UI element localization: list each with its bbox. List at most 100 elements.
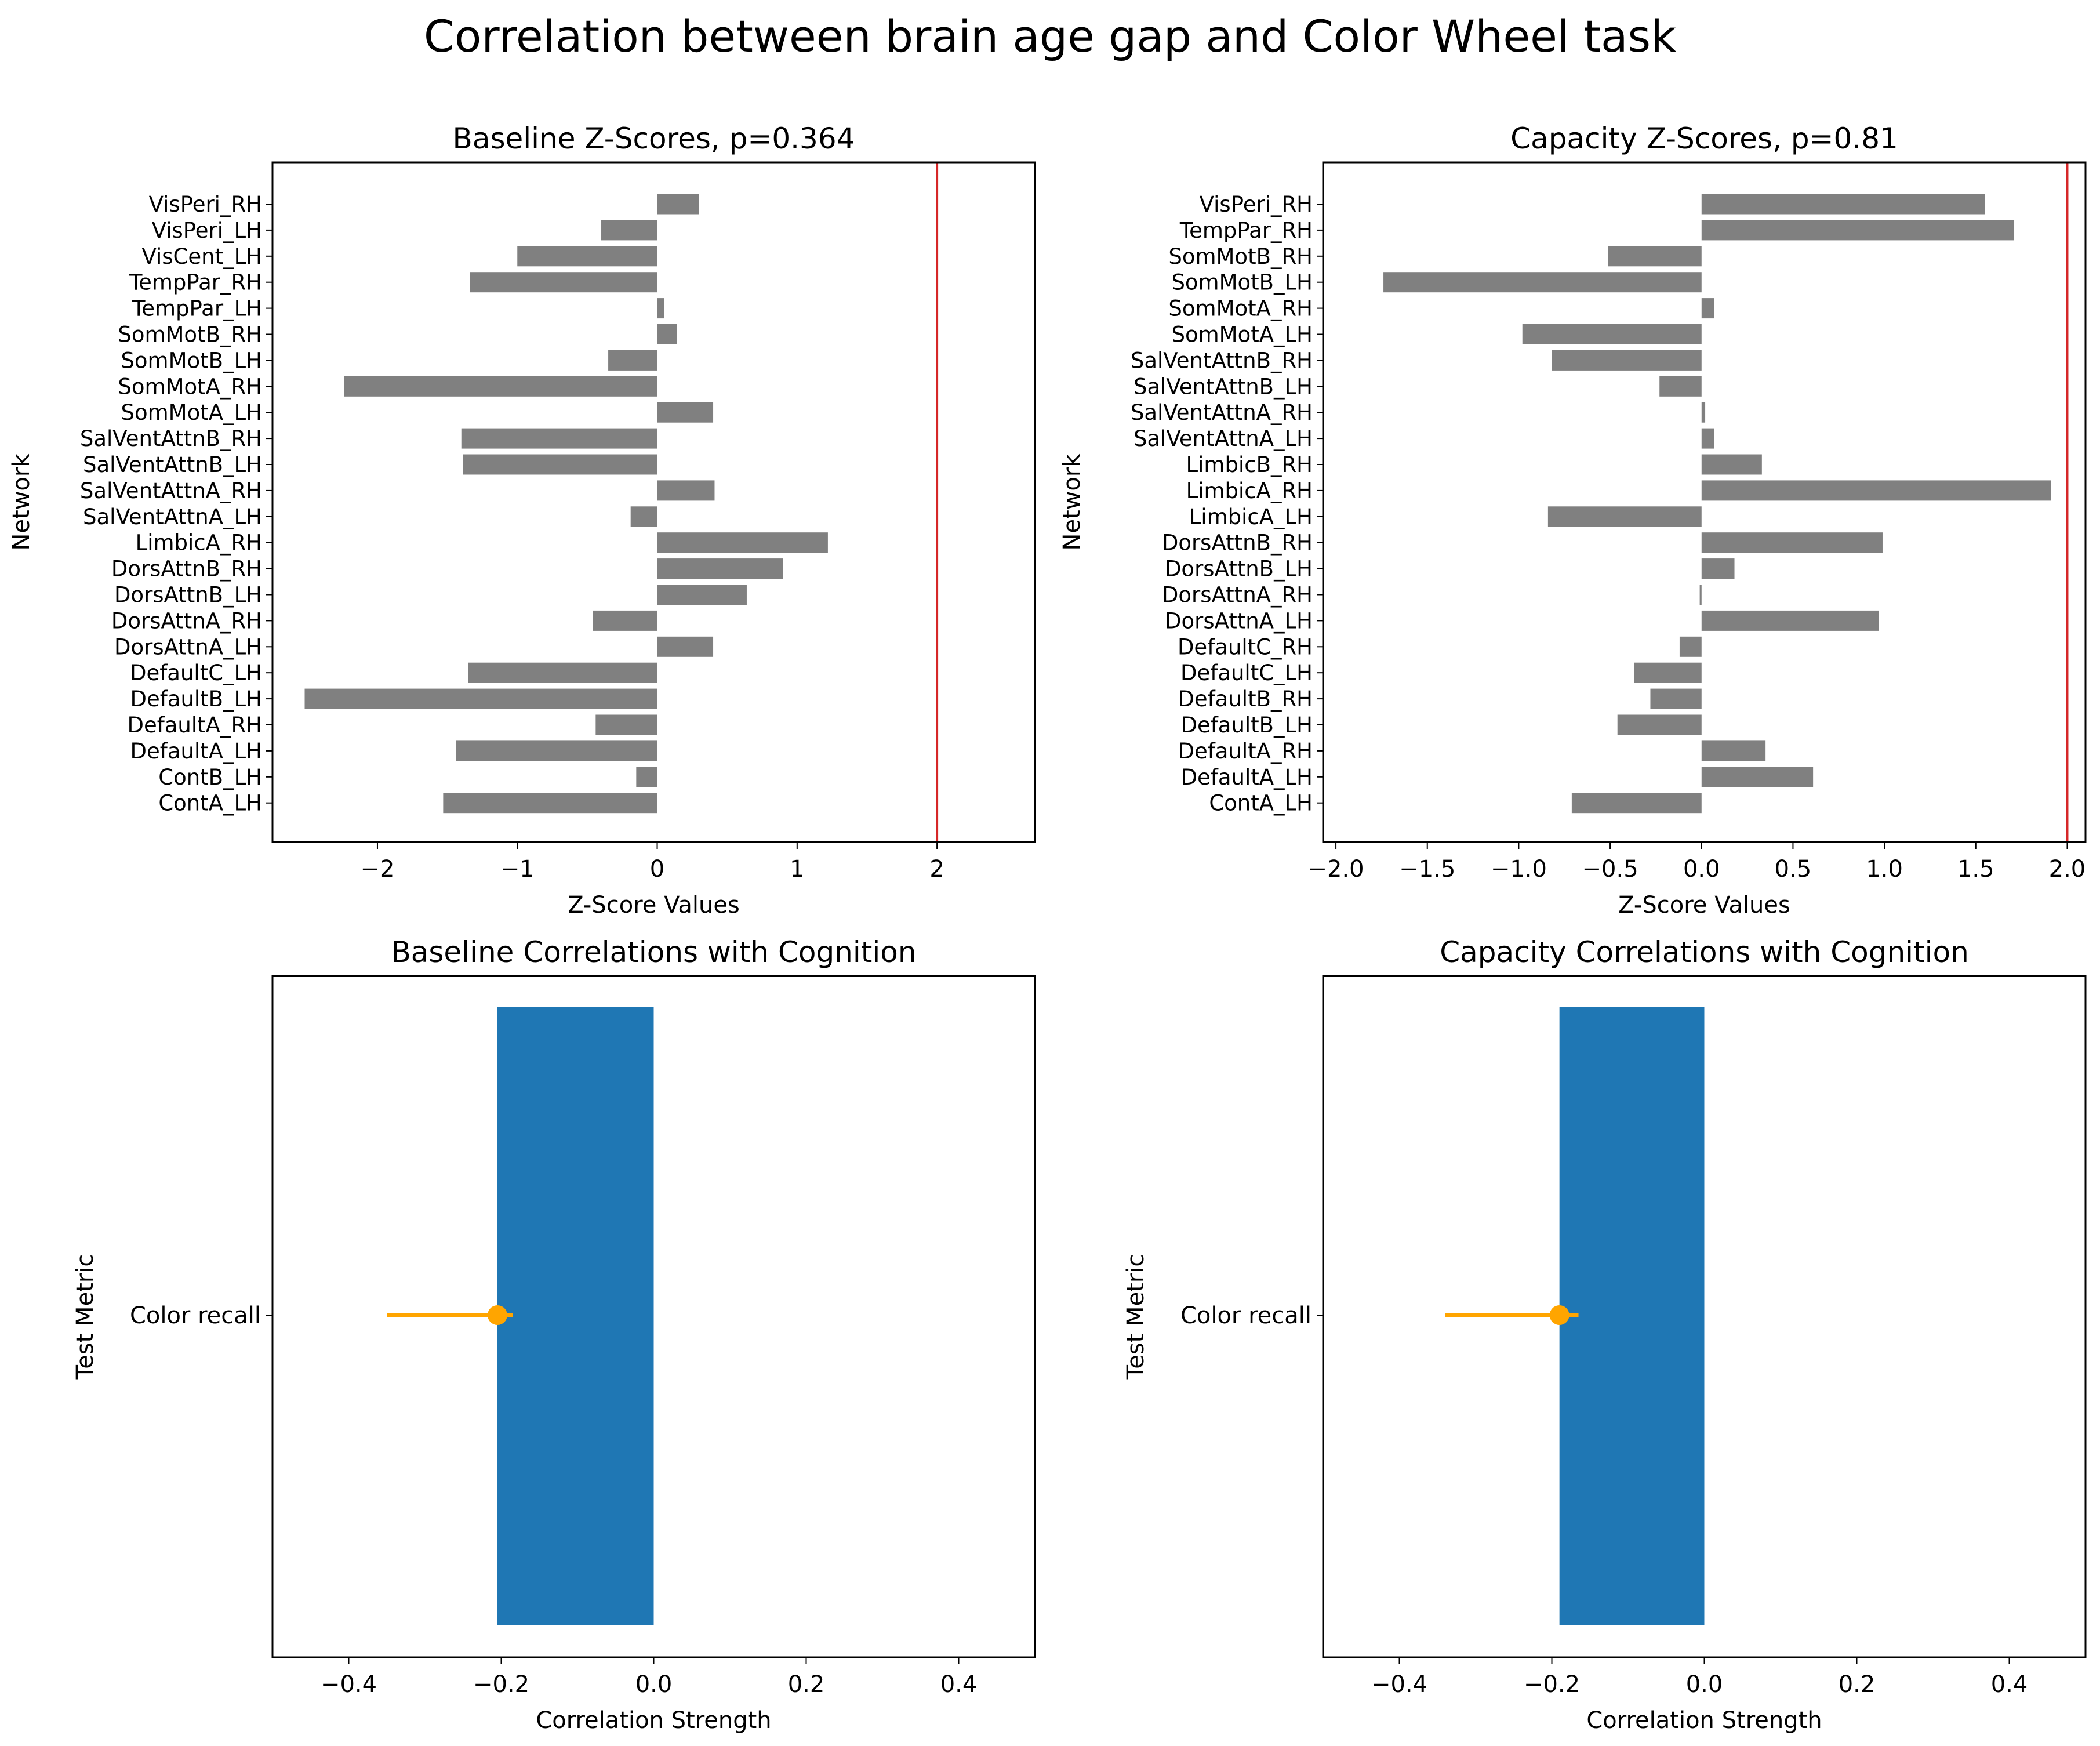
y-tick-label: SalVentAttnA_LH (83, 504, 262, 529)
bar (1617, 714, 1702, 735)
axes-frame (1322, 975, 2087, 1658)
y-axis-label: Test Metric (72, 1254, 99, 1380)
y-tick-label: VisPeri_LH (152, 218, 262, 243)
y-tick-label: LimbicB_RH (1186, 452, 1313, 477)
y-tick-label: DorsAttnA_LH (1165, 608, 1313, 633)
bar (657, 298, 664, 319)
bar (468, 662, 657, 683)
bar (1701, 194, 1985, 215)
y-tick-label: LimbicA_LH (1189, 504, 1313, 529)
y-tick-label: SalVentAttnA_LH (1133, 426, 1313, 451)
x-tick-label: 0.0 (1686, 1671, 1723, 1698)
x-tick-label: −2.0 (1308, 856, 1364, 883)
figure-title: Correlation between brain age gap and Co… (423, 10, 1677, 62)
bar (1608, 246, 1702, 267)
x-tick-label: −0.5 (1582, 856, 1638, 883)
error-point (1549, 1305, 1569, 1325)
y-tick-label: SalVentAttnA_RH (1131, 400, 1313, 425)
y-tick-label: DefaultC_RH (1178, 634, 1313, 659)
y-tick-label: DefaultB_LH (130, 687, 262, 712)
y-tick-label: SalVentAttnB_RH (80, 426, 262, 451)
bar (1650, 688, 1702, 709)
y-tick-label: SomMotB_RH (118, 322, 262, 347)
axes-frame (1322, 161, 2087, 843)
bar (1679, 636, 1702, 657)
bar (456, 740, 657, 761)
x-axis-label: Z-Score Values (568, 892, 740, 919)
x-tick-label: −0.2 (473, 1671, 529, 1698)
bar (657, 532, 828, 553)
y-tick-label: DorsAttnA_RH (1162, 583, 1313, 608)
bar (595, 714, 657, 735)
bar (657, 480, 715, 501)
bar (1701, 532, 1883, 553)
x-axis-label: Z-Score Values (1618, 892, 1790, 919)
y-tick-label: SomMotB_LH (121, 348, 262, 373)
bar (1522, 324, 1702, 344)
x-tick-label: 1.5 (1957, 856, 1994, 883)
y-tick-label: DefaultA_LH (1181, 765, 1313, 790)
x-tick-label: −0.2 (1524, 1671, 1580, 1698)
bar (1701, 558, 1735, 579)
bar (657, 585, 747, 605)
bar (1701, 428, 1714, 449)
bar (593, 610, 657, 631)
y-tick-label: ContB_LH (158, 765, 262, 790)
bar (1701, 767, 1814, 787)
x-tick-label: 0.2 (788, 1671, 825, 1698)
y-tick-label: SalVentAttnB_LH (83, 452, 262, 477)
bar (1571, 793, 1702, 814)
bar (1634, 662, 1702, 683)
y-tick-label: TempPar_RH (129, 270, 262, 295)
x-tick-label: 0.0 (1683, 856, 1720, 883)
y-tick-label: DorsAttnB_RH (111, 557, 262, 582)
bar (461, 428, 657, 449)
bar (1701, 298, 1714, 319)
x-tick-label: 0.0 (635, 1671, 673, 1698)
y-tick-label: SalVentAttnB_LH (1133, 374, 1313, 399)
x-tick-label: −1.0 (1491, 856, 1547, 883)
y-tick-label: Color recall (130, 1302, 261, 1329)
x-tick-label: −0.4 (1371, 1671, 1427, 1698)
bar (608, 350, 657, 371)
y-tick-label: DefaultA_LH (130, 739, 262, 764)
axes-frame (271, 161, 1036, 843)
x-tick-label: 0.2 (1839, 1671, 1876, 1698)
y-tick-label: ContA_LH (158, 791, 262, 816)
bar (443, 793, 657, 814)
y-tick-label: Color recall (1180, 1302, 1311, 1329)
bar (1699, 585, 1702, 605)
x-tick-label: 1 (790, 856, 804, 883)
bar (657, 194, 699, 215)
bar (601, 220, 657, 241)
y-tick-label: SomMotA_RH (118, 374, 262, 399)
bar (1701, 402, 1706, 423)
bar (1383, 272, 1702, 293)
y-tick-label: DefaultC_LH (1180, 660, 1313, 685)
y-tick-label: LimbicA_RH (136, 531, 262, 556)
bar (470, 272, 657, 293)
y-tick-label: DefaultB_RH (1178, 687, 1313, 712)
y-tick-label: DorsAttnB_RH (1162, 531, 1313, 556)
chart-title: Capacity Correlations with Cognition (1440, 935, 1969, 969)
chart-title: Baseline Z-Scores, p=0.364 (453, 122, 855, 155)
bar (657, 558, 783, 579)
y-tick-label: SalVentAttnA_RH (80, 478, 262, 503)
y-tick-label: VisPeri_RH (1200, 192, 1313, 217)
y-tick-label: DefaultC_LH (130, 660, 262, 685)
bar (630, 506, 657, 527)
y-tick-label: DorsAttnA_RH (111, 608, 262, 633)
bar (1547, 506, 1702, 527)
x-tick-label: −1 (500, 856, 535, 883)
x-tick-label: −0.4 (321, 1671, 377, 1698)
bar (1552, 350, 1702, 371)
y-axis-label: Network (8, 453, 35, 551)
bar (517, 246, 657, 267)
y-tick-label: SomMotA_RH (1168, 296, 1313, 321)
x-axis-label: Correlation Strength (536, 1707, 771, 1734)
y-tick-label: DorsAttnB_LH (114, 583, 262, 608)
x-tick-label: 0 (650, 856, 664, 883)
